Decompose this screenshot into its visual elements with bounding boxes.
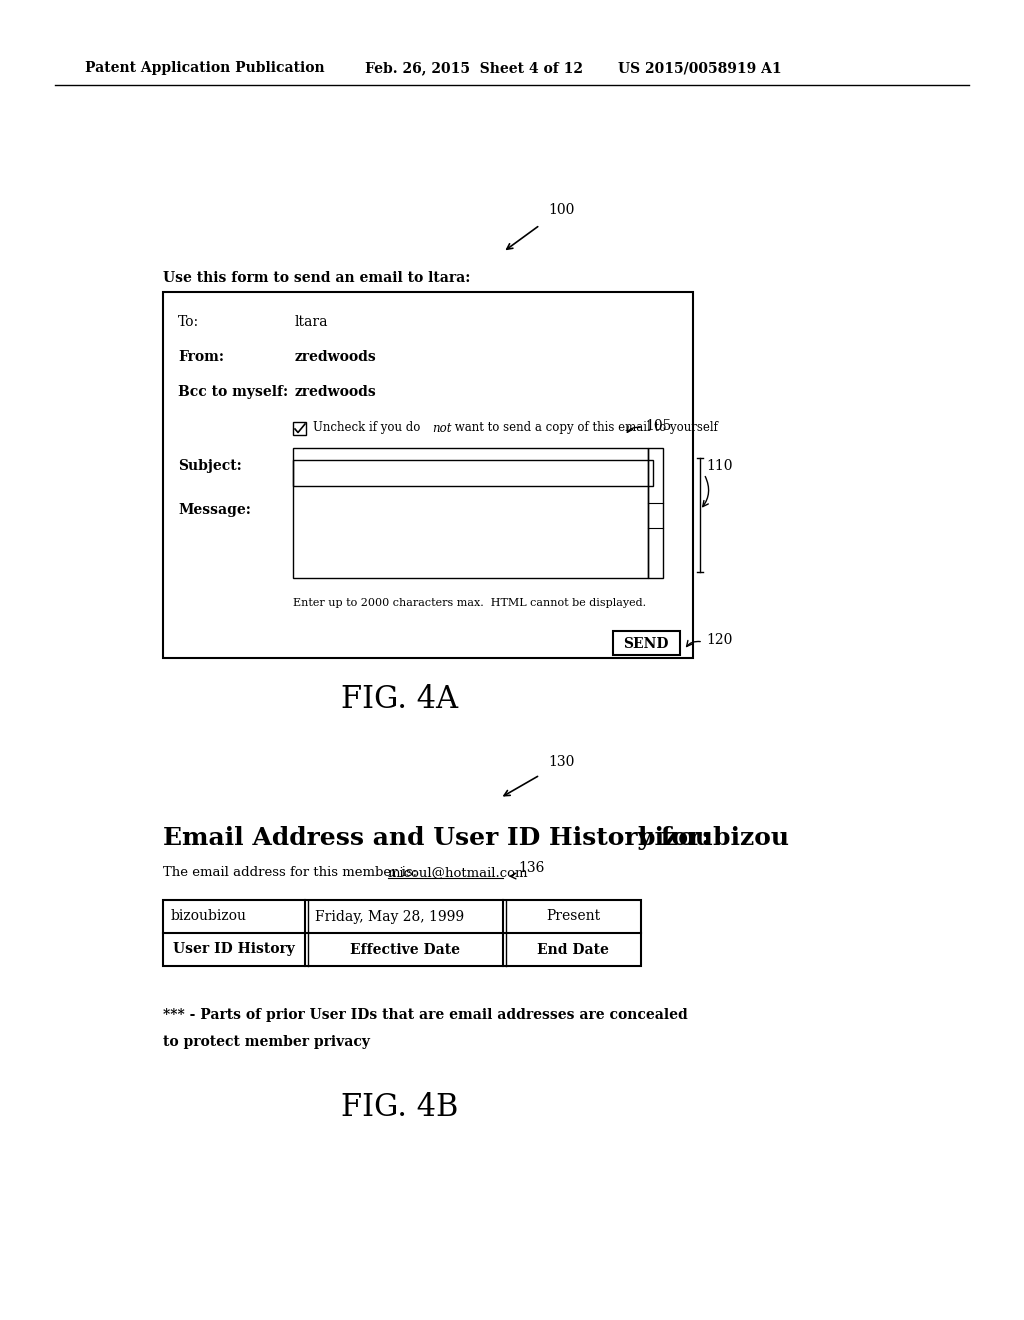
Text: 110: 110 [706,459,732,473]
Text: Message:: Message: [178,503,251,517]
Text: Subject:: Subject: [178,459,242,473]
Bar [293,447,648,578]
Text: FIG. 4A: FIG. 4A [341,685,459,715]
Text: bizoubizou: bizoubizou [637,826,790,850]
Text: FIG. 4B: FIG. 4B [341,1093,459,1123]
Text: zredwoods: zredwoods [295,385,377,399]
Text: Bcc to myself:: Bcc to myself: [178,385,288,399]
Text: 105: 105 [645,418,672,433]
Text: Present: Present [546,909,600,924]
Text: 136: 136 [518,861,545,875]
Text: micoul@hotmail.com: micoul@hotmail.com [388,866,528,879]
Text: ltara: ltara [295,315,329,329]
Text: *** - Parts of prior User IDs that are email addresses are concealed: *** - Parts of prior User IDs that are e… [163,1008,688,1022]
Text: Friday, May 28, 1999: Friday, May 28, 1999 [315,909,464,924]
Bar [163,900,641,966]
Text: 120: 120 [706,634,732,647]
Bar [648,447,663,578]
Text: 130: 130 [548,755,574,770]
Bar [293,421,306,434]
Bar [293,459,653,486]
Text: Patent Application Publication: Patent Application Publication [85,61,325,75]
Text: From:: From: [178,350,224,364]
Text: Uncheck if you do: Uncheck if you do [313,421,424,434]
Text: SEND: SEND [624,638,669,651]
Text: The email address for this member is:: The email address for this member is: [163,866,421,879]
Text: Feb. 26, 2015  Sheet 4 of 12: Feb. 26, 2015 Sheet 4 of 12 [365,61,583,75]
Text: not: not [432,421,452,434]
Text: To:: To: [178,315,199,329]
Text: want to send a copy of this email to yourself: want to send a copy of this email to you… [451,421,718,434]
Text: Email Address and User ID History for:: Email Address and User ID History for: [163,826,719,850]
Text: bizoubizou: bizoubizou [171,909,247,924]
Bar [163,292,693,657]
Text: Enter up to 2000 characters max.  HTML cannot be displayed.: Enter up to 2000 characters max. HTML ca… [293,598,646,609]
Text: 100: 100 [548,203,574,216]
Text: User ID History: User ID History [173,942,295,957]
Text: US 2015/0058919 A1: US 2015/0058919 A1 [618,61,781,75]
Text: Effective Date: Effective Date [350,942,460,957]
Bar [613,631,680,655]
Text: zredwoods: zredwoods [295,350,377,364]
Text: to protect member privacy: to protect member privacy [163,1035,370,1049]
Text: Use this form to send an email to ltara:: Use this form to send an email to ltara: [163,271,470,285]
Text: End Date: End Date [537,942,609,957]
